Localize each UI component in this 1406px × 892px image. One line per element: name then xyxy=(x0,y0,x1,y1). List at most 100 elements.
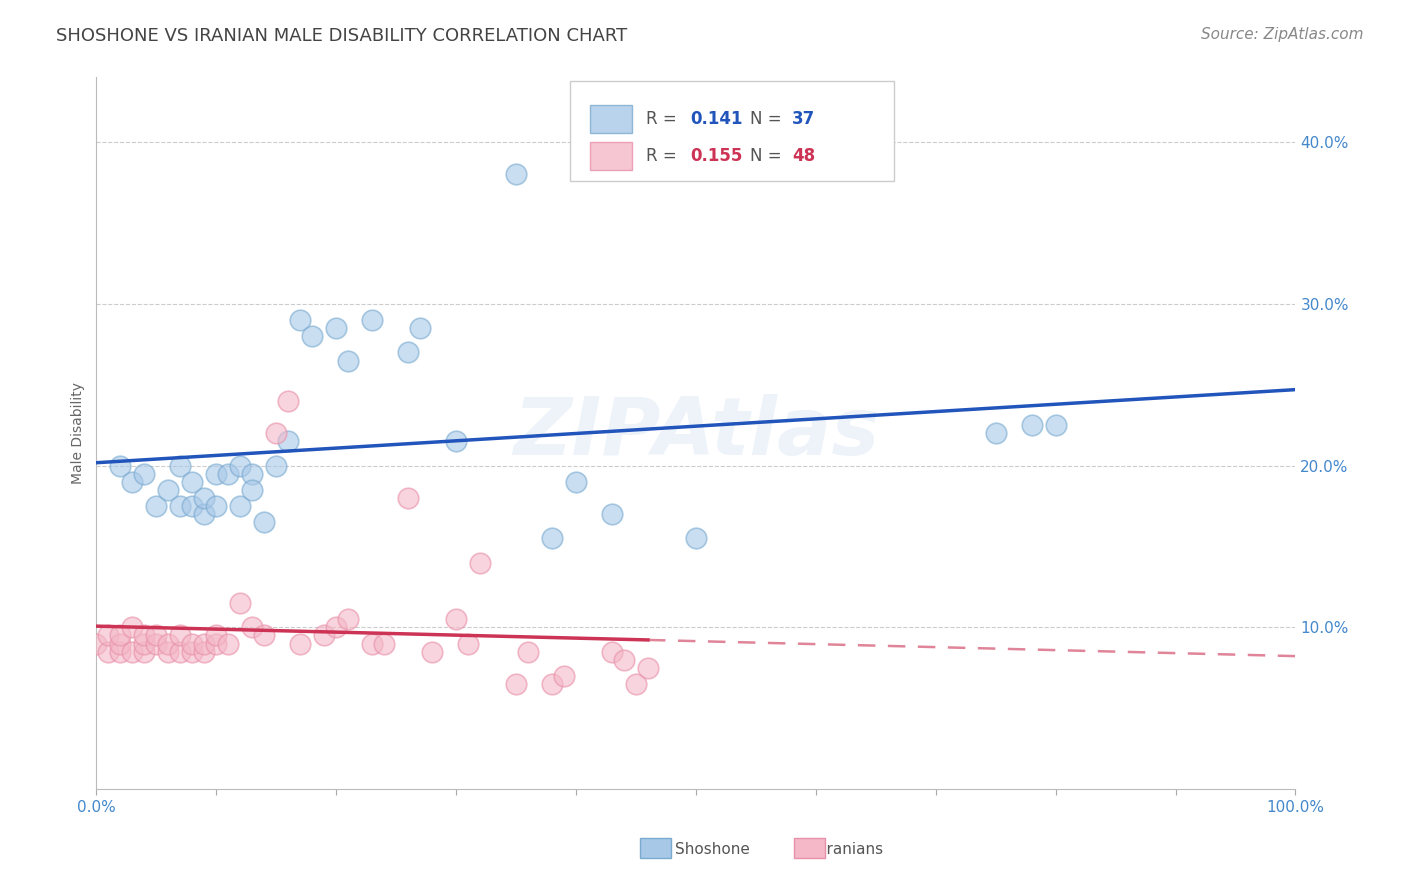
Point xyxy=(253,628,276,642)
Point xyxy=(134,645,156,659)
Point xyxy=(290,313,312,327)
Point xyxy=(169,499,191,513)
Point xyxy=(121,620,143,634)
Point xyxy=(685,532,707,546)
Text: 0.155: 0.155 xyxy=(690,147,742,165)
Point xyxy=(240,467,263,481)
Point xyxy=(264,458,287,473)
Point xyxy=(134,628,156,642)
Point xyxy=(337,353,360,368)
Point xyxy=(169,628,191,642)
Point xyxy=(325,620,347,634)
Point xyxy=(505,168,527,182)
Text: N =: N = xyxy=(749,111,787,128)
Text: 0.141: 0.141 xyxy=(690,111,742,128)
Point xyxy=(134,467,156,481)
Point xyxy=(637,661,659,675)
Point xyxy=(110,458,132,473)
Point xyxy=(110,645,132,659)
Point xyxy=(517,645,540,659)
Point xyxy=(468,556,491,570)
Point xyxy=(565,475,588,489)
Point xyxy=(361,313,384,327)
Text: Iranians: Iranians xyxy=(823,842,883,856)
Point xyxy=(624,677,647,691)
Point xyxy=(193,507,215,521)
Point xyxy=(505,677,527,691)
Point xyxy=(396,491,419,505)
Point xyxy=(984,426,1007,441)
Point xyxy=(110,628,132,642)
Point xyxy=(229,458,252,473)
Point xyxy=(134,636,156,650)
Point xyxy=(157,645,180,659)
Point xyxy=(541,532,564,546)
Point xyxy=(264,426,287,441)
Point xyxy=(205,636,228,650)
FancyBboxPatch shape xyxy=(591,143,633,170)
Point xyxy=(121,645,143,659)
Point xyxy=(290,636,312,650)
Point xyxy=(181,645,204,659)
Point xyxy=(277,434,299,449)
Point xyxy=(613,653,636,667)
Point xyxy=(1045,418,1067,433)
Point xyxy=(181,499,204,513)
Point xyxy=(217,636,239,650)
Text: 37: 37 xyxy=(792,111,815,128)
Point xyxy=(277,393,299,408)
Point xyxy=(193,636,215,650)
Point xyxy=(97,645,120,659)
Point xyxy=(145,628,167,642)
Point xyxy=(253,515,276,529)
Text: 48: 48 xyxy=(792,147,815,165)
Y-axis label: Male Disability: Male Disability xyxy=(72,383,86,484)
Text: Source: ZipAtlas.com: Source: ZipAtlas.com xyxy=(1201,27,1364,42)
Point xyxy=(240,620,263,634)
Point xyxy=(169,645,191,659)
Text: R =: R = xyxy=(645,111,682,128)
Point xyxy=(157,483,180,497)
Point xyxy=(325,321,347,335)
Point xyxy=(600,645,623,659)
Point xyxy=(181,636,204,650)
Point xyxy=(86,636,108,650)
Point xyxy=(121,475,143,489)
Point xyxy=(217,467,239,481)
Point xyxy=(229,596,252,610)
Text: ZIPAtlas: ZIPAtlas xyxy=(513,394,879,472)
Text: SHOSHONE VS IRANIAN MALE DISABILITY CORRELATION CHART: SHOSHONE VS IRANIAN MALE DISABILITY CORR… xyxy=(56,27,627,45)
Point xyxy=(145,499,167,513)
Text: R =: R = xyxy=(645,147,682,165)
Point xyxy=(110,636,132,650)
Point xyxy=(337,612,360,626)
Point xyxy=(361,636,384,650)
Point xyxy=(240,483,263,497)
Point xyxy=(157,636,180,650)
Point xyxy=(301,329,323,343)
Point xyxy=(541,677,564,691)
Point xyxy=(373,636,395,650)
Point xyxy=(553,669,575,683)
Text: Shoshone: Shoshone xyxy=(675,842,749,856)
Point xyxy=(145,636,167,650)
Point xyxy=(420,645,443,659)
Point xyxy=(457,636,479,650)
Point xyxy=(205,499,228,513)
Point xyxy=(396,345,419,359)
Point xyxy=(205,628,228,642)
Point xyxy=(229,499,252,513)
Point xyxy=(193,491,215,505)
Point xyxy=(314,628,336,642)
Point xyxy=(205,467,228,481)
Point xyxy=(193,645,215,659)
Point xyxy=(169,458,191,473)
FancyBboxPatch shape xyxy=(591,105,633,133)
FancyBboxPatch shape xyxy=(569,81,894,181)
Point xyxy=(600,507,623,521)
Point xyxy=(444,434,467,449)
Point xyxy=(444,612,467,626)
Point xyxy=(409,321,432,335)
Text: N =: N = xyxy=(749,147,787,165)
Point xyxy=(1021,418,1043,433)
